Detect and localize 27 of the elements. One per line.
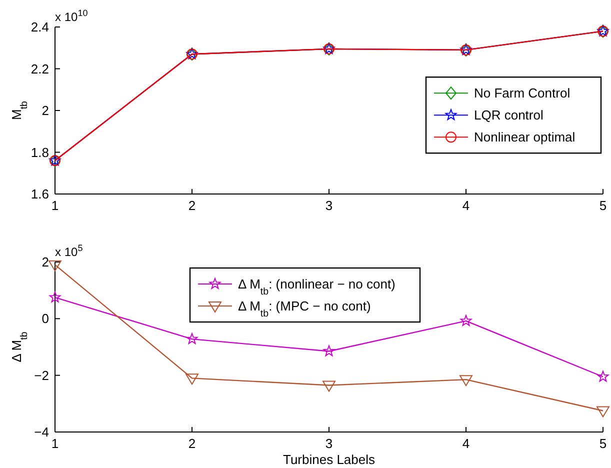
- x-tick-label: 1: [51, 198, 59, 213]
- x-tick-label: 3: [325, 198, 333, 213]
- y-tick-label: −4: [34, 424, 49, 440]
- y-tick-label: 0: [42, 311, 49, 326]
- x-tick-label: 2: [188, 436, 196, 451]
- y-tick-label: 1.8: [30, 144, 49, 160]
- text: x 10$^{5}$: [55, 243, 83, 259]
- x-tick-label: 2: [188, 198, 196, 213]
- text: x 10$^{10}$: [55, 8, 88, 24]
- x-tick-label: 4: [462, 198, 470, 213]
- x-tick-label: 4: [462, 436, 470, 451]
- x-tick-label: 5: [599, 436, 607, 451]
- legend-label: Δ M$_{tb}$: (MPC − no cont): [238, 298, 371, 320]
- y-tick-label: 2: [42, 254, 49, 270]
- y-tick-label: −2: [34, 368, 49, 383]
- legend-label: Nonlinear optimal: [474, 130, 576, 145]
- y-tick-label: 2.4: [30, 20, 49, 35]
- x-tick-label: 5: [599, 198, 607, 213]
- y-tick-label: 2.2: [30, 61, 49, 76]
- legend-label: LQR control: [474, 108, 544, 123]
- legend-label: No Farm Control: [474, 86, 570, 101]
- legend-label: Δ M$_{tb}$: (nonlinear − no cont): [238, 276, 396, 298]
- x-axis-title: Turbines Labels: [282, 452, 376, 467]
- y-tick-label: 2: [42, 103, 49, 118]
- x-tick-label: 1: [51, 436, 59, 451]
- y-tick-label: 1.6: [30, 186, 49, 202]
- x-tick-label: 3: [325, 436, 333, 451]
